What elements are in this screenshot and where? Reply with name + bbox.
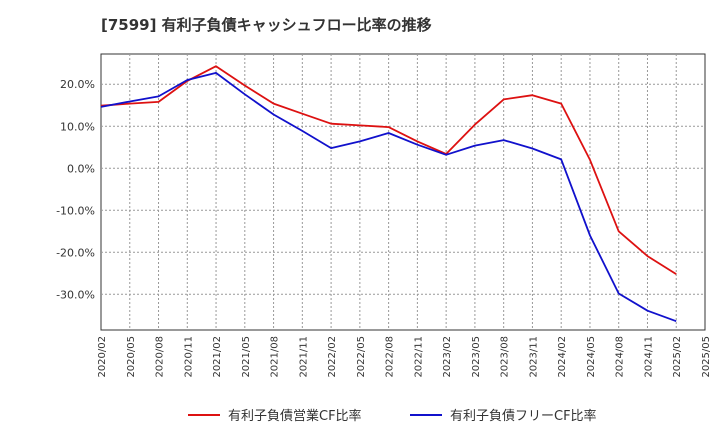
y-tick-label: -10.0% — [56, 204, 95, 217]
y-axis-ticks: 20.0% 10.0% 0.0% -10.0% -20.0% -30.0% — [56, 78, 95, 301]
x-axis-ticks: 2020/02 2020/05 2020/08 2020/11 2021/02 2021/… — [97, 336, 712, 378]
x-tick-label: 2024/02 — [557, 336, 568, 378]
legend-label-2: 有利子負債フリーCF比率 — [450, 408, 597, 424]
x-tick-label: 2021/05 — [241, 336, 252, 378]
x-tick-label: 2021/08 — [270, 336, 281, 378]
x-tick-label: 2021/11 — [298, 336, 309, 378]
y-tick-label: -30.0% — [56, 288, 95, 301]
x-tick-label: 2022/05 — [356, 336, 367, 378]
x-tick-label: 2025/05 — [701, 336, 712, 378]
series-lines — [100, 65, 677, 323]
series-line-2 — [100, 72, 677, 323]
x-tick-label: 2024/08 — [615, 336, 626, 378]
x-tick-label: 2023/02 — [442, 336, 453, 378]
x-tick-label: 2023/08 — [500, 336, 511, 378]
x-tick-label: 2020/08 — [155, 336, 166, 378]
y-tick-label: -20.0% — [56, 246, 95, 259]
legend-label-1: 有利子負債営業CF比率 — [228, 408, 362, 424]
x-tick-label: 2022/02 — [327, 336, 338, 378]
chart-title: [7599] 有利子負債キャッシュフロー比率の推移 — [101, 16, 432, 34]
x-tick-label: 2020/11 — [183, 336, 194, 378]
plot-area — [100, 53, 706, 331]
x-tick-label: 2023/05 — [471, 336, 482, 378]
x-tick-label: 2022/08 — [385, 336, 396, 378]
x-tick-label: 2022/11 — [413, 336, 424, 378]
x-tick-label: 2024/11 — [643, 336, 654, 378]
x-tick-label: 2025/02 — [672, 336, 683, 378]
x-tick-label: 2020/05 — [126, 336, 137, 378]
legend: 有利子負債営業CF比率 有利子負債フリーCF比率 — [188, 408, 597, 424]
y-tick-label: 10.0% — [60, 120, 95, 133]
y-tick-label: 20.0% — [60, 78, 95, 91]
x-tick-label: 2023/11 — [528, 336, 539, 378]
x-tick-label: 2024/05 — [586, 336, 597, 378]
grid-lines — [101, 54, 705, 330]
y-tick-label: 0.0% — [67, 162, 95, 175]
x-tick-label: 2020/02 — [97, 336, 108, 378]
x-tick-label: 2021/02 — [212, 336, 223, 378]
series-line-1 — [100, 65, 677, 275]
